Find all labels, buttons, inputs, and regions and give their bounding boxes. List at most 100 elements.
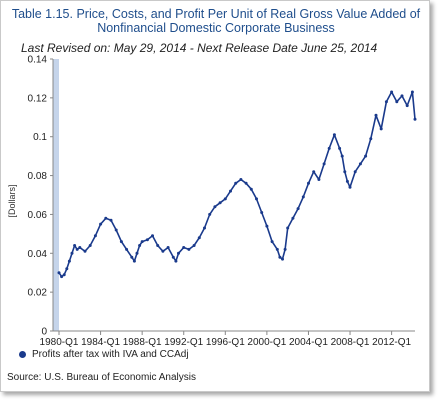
data-point[interactable] (223, 197, 227, 201)
data-point[interactable] (151, 234, 154, 238)
chart-frame: Table 1.15. Price, Costs, and Profit Per… (0, 0, 430, 392)
data-point[interactable] (62, 273, 66, 277)
data-point[interactable] (187, 247, 191, 251)
data-point[interactable] (348, 185, 352, 189)
data-point[interactable] (177, 251, 180, 255)
x-tick-label: 1996-Q1 (206, 337, 245, 348)
data-point[interactable] (395, 100, 399, 104)
data-point[interactable] (229, 189, 232, 193)
data-point[interactable] (104, 216, 108, 220)
legend-label: Profits after tax with IVA and CCAdj (32, 349, 189, 360)
data-point[interactable] (208, 212, 212, 216)
data-point[interactable] (109, 218, 113, 222)
data-point[interactable] (156, 244, 160, 247)
data-point[interactable] (343, 170, 347, 174)
data-point[interactable] (353, 170, 357, 174)
data-point[interactable] (161, 249, 165, 253)
data-point[interactable] (327, 146, 331, 150)
data-point[interactable] (296, 207, 300, 211)
data-point[interactable] (138, 244, 142, 247)
data-point[interactable] (234, 181, 238, 185)
data-point[interactable] (125, 247, 129, 251)
data-point[interactable] (73, 244, 77, 247)
data-point[interactable] (332, 133, 336, 137)
chart-title: Table 1.15. Price, Costs, and Profit Per… (1, 7, 431, 35)
y-tick-label: 0.14 (28, 55, 48, 66)
x-tick-label: 1980-Q1 (40, 337, 79, 348)
data-point[interactable] (307, 181, 310, 185)
data-point[interactable] (114, 228, 118, 232)
data-point[interactable] (182, 246, 186, 249)
data-point[interactable] (255, 197, 258, 201)
data-point[interactable] (75, 247, 79, 251)
data-point[interactable] (70, 251, 74, 255)
data-point[interactable] (410, 90, 414, 94)
data-point[interactable] (60, 275, 64, 279)
data-point[interactable] (57, 271, 61, 275)
y-tick-label: 0.1 (33, 132, 47, 143)
data-point[interactable] (322, 162, 326, 166)
data-point[interactable] (286, 226, 290, 230)
data-point[interactable] (197, 236, 201, 240)
data-point[interactable] (390, 90, 394, 94)
data-point[interactable] (83, 249, 87, 253)
data-point[interactable] (203, 226, 206, 230)
x-tick-label: 1992-Q1 (164, 337, 203, 348)
data-point[interactable] (135, 251, 139, 255)
data-point[interactable] (278, 255, 282, 259)
y-tick-label: 0.06 (28, 210, 48, 221)
chart-subtitle: Last Revised on: May 29, 2014 - Next Rel… (21, 41, 378, 55)
data-point[interactable] (171, 255, 175, 259)
data-point[interactable] (119, 240, 123, 244)
data-point[interactable] (384, 100, 388, 104)
data-point[interactable] (275, 247, 279, 251)
x-tick-label: 2004-Q1 (289, 337, 328, 348)
data-point[interactable] (93, 234, 97, 238)
data-point[interactable] (369, 137, 373, 141)
data-point[interactable] (140, 240, 144, 244)
data-point[interactable] (283, 247, 287, 251)
data-point[interactable] (317, 178, 321, 181)
data-point[interactable] (166, 246, 170, 249)
y-axis-band (53, 59, 59, 331)
data-point[interactable] (239, 178, 243, 181)
data-point[interactable] (281, 257, 284, 261)
data-point[interactable] (379, 127, 383, 131)
data-point[interactable] (374, 113, 378, 117)
data-point[interactable] (312, 170, 316, 174)
data-point[interactable] (291, 216, 295, 220)
y-tick-label: 0 (41, 327, 47, 338)
x-tick-label: 2008-Q1 (331, 337, 370, 348)
data-point[interactable] (260, 211, 264, 214)
data-point[interactable] (249, 187, 253, 191)
data-point[interactable] (65, 267, 69, 271)
chart-title-line-1: Table 1.15. Price, Costs, and Profit Per… (11, 7, 421, 21)
data-point[interactable] (99, 222, 103, 226)
data-point[interactable] (213, 205, 217, 209)
data-point[interactable] (132, 259, 136, 263)
data-point[interactable] (340, 154, 344, 158)
data-point[interactable] (400, 94, 404, 98)
data-point[interactable] (345, 179, 349, 183)
data-point[interactable] (358, 162, 362, 166)
data-point[interactable] (145, 238, 149, 242)
data-point[interactable] (88, 244, 92, 247)
data-point[interactable] (265, 224, 269, 228)
data-point[interactable] (218, 201, 222, 205)
source-note: Source: U.S. Bureau of Economic Analysis (7, 372, 196, 383)
series-line (58, 91, 416, 278)
data-point[interactable] (413, 117, 417, 121)
data-point[interactable] (244, 181, 248, 185)
data-point[interactable] (405, 104, 409, 108)
data-point[interactable] (130, 255, 134, 259)
data-point[interactable] (67, 259, 71, 263)
data-point[interactable] (78, 246, 82, 249)
y-axis-label: [Dollars] (7, 184, 17, 217)
data-point[interactable] (364, 154, 368, 158)
data-point[interactable] (270, 240, 274, 244)
data-point[interactable] (338, 146, 342, 150)
data-point[interactable] (174, 259, 178, 263)
data-point[interactable] (192, 244, 196, 247)
data-point[interactable] (301, 195, 305, 199)
legend[interactable]: Profits after tax with IVA and CCAdj (19, 349, 189, 360)
